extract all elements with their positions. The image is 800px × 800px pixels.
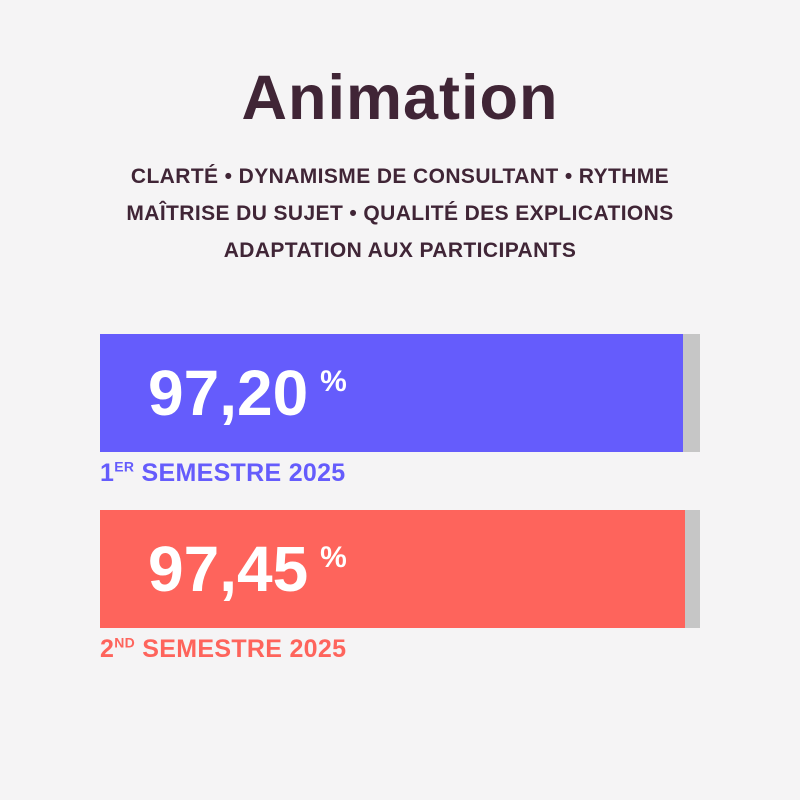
- subtitle-line-1: CLARTÉ • DYNAMISME DE CONSULTANT • RYTHM…: [130, 165, 670, 188]
- bar-value-semester2: 97,45%: [100, 537, 347, 601]
- subtitle-line-2: MAÎTRISE DU SUJET • QUALITÉ DES EXPLICAT…: [126, 202, 674, 225]
- subtitle: CLARTÉ • DYNAMISME DE CONSULTANT • RYTHM…: [0, 158, 800, 269]
- bar-label-semester1: 1ER SEMESTRE 2025: [100, 458, 346, 488]
- bar-label-number: 2: [100, 635, 115, 663]
- bar-label-ordinal: ER: [114, 458, 135, 475]
- bar-fill-semester1: 97,20%: [100, 334, 684, 452]
- percent-sign: %: [320, 365, 347, 398]
- bar-label-number: 1: [100, 459, 115, 487]
- page-title: Animation: [241, 63, 559, 133]
- bar-track-semester2: 97,45%: [100, 510, 700, 628]
- percent-sign: %: [320, 541, 347, 574]
- bar-value-semester1: 97,20%: [100, 361, 347, 425]
- bar-label-ordinal: ND: [114, 634, 136, 651]
- subtitle-line-3: ADAPTATION AUX PARTICIPANTS: [223, 239, 577, 262]
- bar-value-number: 97,45: [148, 533, 309, 605]
- bar-label-semester2: 2ND SEMESTRE 2025: [100, 634, 346, 664]
- bar-fill-semester2: 97,45%: [100, 510, 685, 628]
- bar-label-text: SEMESTRE 2025: [135, 635, 347, 663]
- bar-label-text: SEMESTRE 2025: [134, 459, 346, 487]
- bar-value-number: 97,20: [148, 357, 309, 429]
- bar-track-semester1: 97,20%: [100, 334, 700, 452]
